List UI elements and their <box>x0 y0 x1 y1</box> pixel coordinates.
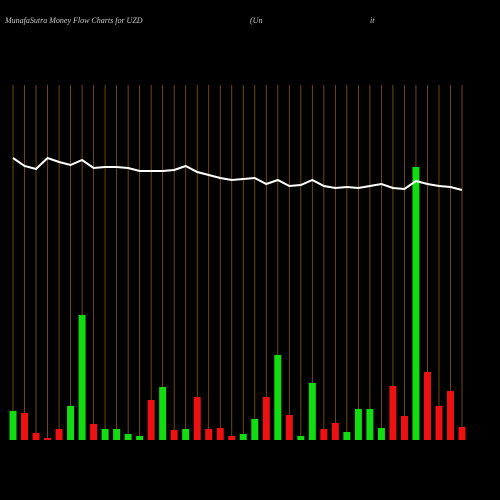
bar <box>21 413 29 440</box>
bar <box>262 397 270 440</box>
bar <box>216 428 224 440</box>
bar <box>136 436 144 440</box>
bar <box>423 372 431 440</box>
bar <box>228 436 236 440</box>
bar <box>147 400 155 440</box>
bar <box>32 433 40 440</box>
bar <box>251 419 259 440</box>
bar <box>458 427 466 440</box>
bar <box>193 397 201 440</box>
bar <box>308 383 316 440</box>
chart-subtitle-end: it <box>370 16 375 25</box>
bar <box>101 429 109 440</box>
bar <box>159 387 167 440</box>
bar <box>343 432 351 440</box>
chart-title: MunafaSutra Money Flow Charts for UZD <box>4 16 143 25</box>
bar <box>412 167 420 440</box>
bar <box>170 430 178 440</box>
bar <box>331 423 339 440</box>
bar <box>78 315 86 440</box>
bar <box>44 438 52 440</box>
bar <box>366 409 374 440</box>
bar <box>377 428 385 440</box>
bar <box>239 434 247 440</box>
bar <box>274 355 282 440</box>
bar <box>67 406 75 440</box>
bar <box>182 429 190 440</box>
bar <box>400 416 408 440</box>
bar <box>285 415 293 440</box>
chart-subtitle: (Un <box>250 16 262 25</box>
bar <box>297 436 305 440</box>
bar <box>90 424 98 440</box>
bar <box>113 429 121 440</box>
line <box>12 156 463 191</box>
bar <box>205 429 213 440</box>
bar <box>124 434 132 440</box>
bar <box>9 411 17 440</box>
bar <box>435 406 443 440</box>
bar <box>55 429 63 440</box>
bar <box>354 409 362 440</box>
bar <box>446 391 454 440</box>
bar <box>320 429 328 440</box>
bar <box>389 386 397 440</box>
